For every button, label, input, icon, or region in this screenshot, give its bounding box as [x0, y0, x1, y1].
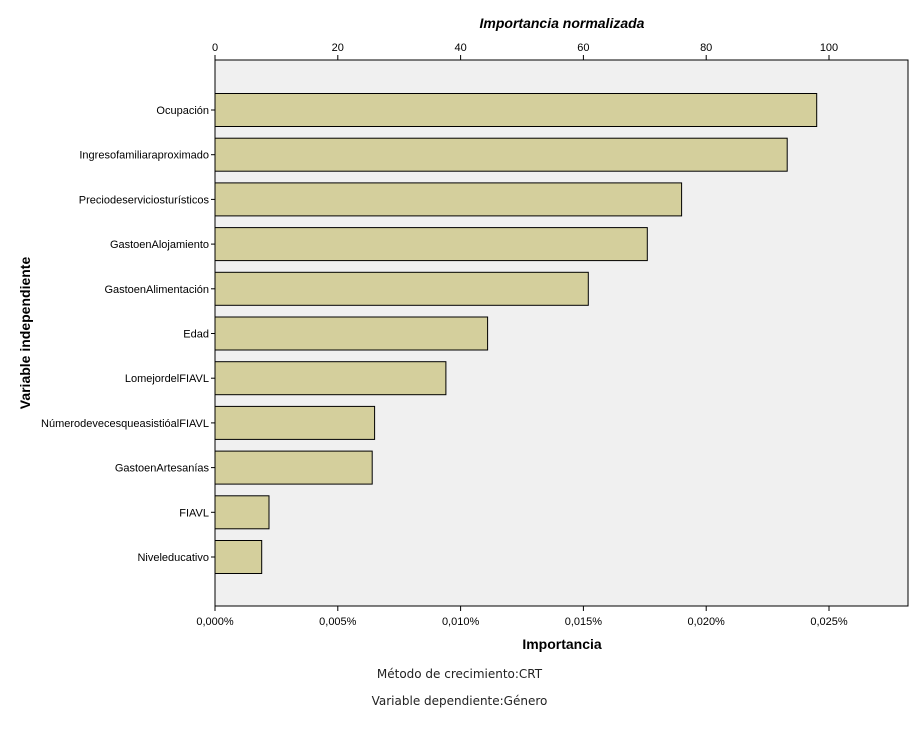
bars-group: [214, 93, 818, 574]
category-label: FIAVL: [179, 507, 209, 519]
dependent-variable-note: Variable dependiente:Género: [371, 694, 548, 708]
bar: [214, 271, 589, 306]
bar: [214, 495, 270, 530]
x-tick-label: 0,025%: [810, 616, 848, 628]
category-label: Edad: [183, 329, 209, 341]
top-tick-label: 40: [454, 42, 466, 54]
x-axis-title: Importancia: [522, 636, 602, 652]
top-axis-title: Importancia normalizada: [480, 15, 645, 31]
top-tick-label: 20: [332, 42, 344, 54]
category-label: Ocupación: [156, 105, 209, 117]
category-label: LomejordelFIAVL: [125, 373, 209, 385]
top-tick-label: 80: [700, 42, 712, 54]
x-tick-label: 0,020%: [688, 616, 726, 628]
bottom-axis: 0,000% 0,005% 0,010% 0,015% 0,020% 0,025%: [196, 606, 848, 628]
category-label: GastoenArtesanías: [115, 463, 210, 475]
category-label: NúmerodevecesqueasistióalFIAVL: [41, 418, 209, 430]
x-tick-label: 0,000%: [196, 616, 234, 628]
y-axis-title: Variable independiente: [17, 257, 33, 410]
bar: [214, 361, 447, 396]
bar: [214, 540, 263, 574]
bar: [214, 450, 373, 485]
top-tick-label: 0: [212, 42, 218, 54]
category-label: Ingresofamiliaraproximado: [79, 150, 209, 162]
x-tick-label: 0,005%: [319, 616, 357, 628]
category-label: Niveleducativo: [137, 552, 209, 564]
bar: [214, 227, 648, 262]
category-label: GastoenAlojamiento: [110, 239, 209, 251]
top-tick-label: 60: [577, 42, 589, 54]
category-label: Preciodeserviciosturísticos: [79, 194, 210, 206]
growth-method-note: Método de crecimiento:CRT: [376, 667, 543, 681]
x-tick-label: 0,010%: [442, 616, 480, 628]
bar: [214, 93, 818, 127]
bar: [214, 316, 489, 351]
bar: [214, 405, 376, 440]
category-labels: Ocupación Ingresofamiliaraproximado Precio…: [41, 105, 215, 564]
x-tick-label: 0,015%: [565, 616, 603, 628]
bar: [214, 182, 683, 217]
top-axis: 0 20 40 60 80 100: [212, 42, 838, 60]
category-label: GastoenAlimentación: [104, 284, 209, 296]
top-tick-label: 100: [820, 42, 838, 54]
bar: [214, 137, 788, 172]
